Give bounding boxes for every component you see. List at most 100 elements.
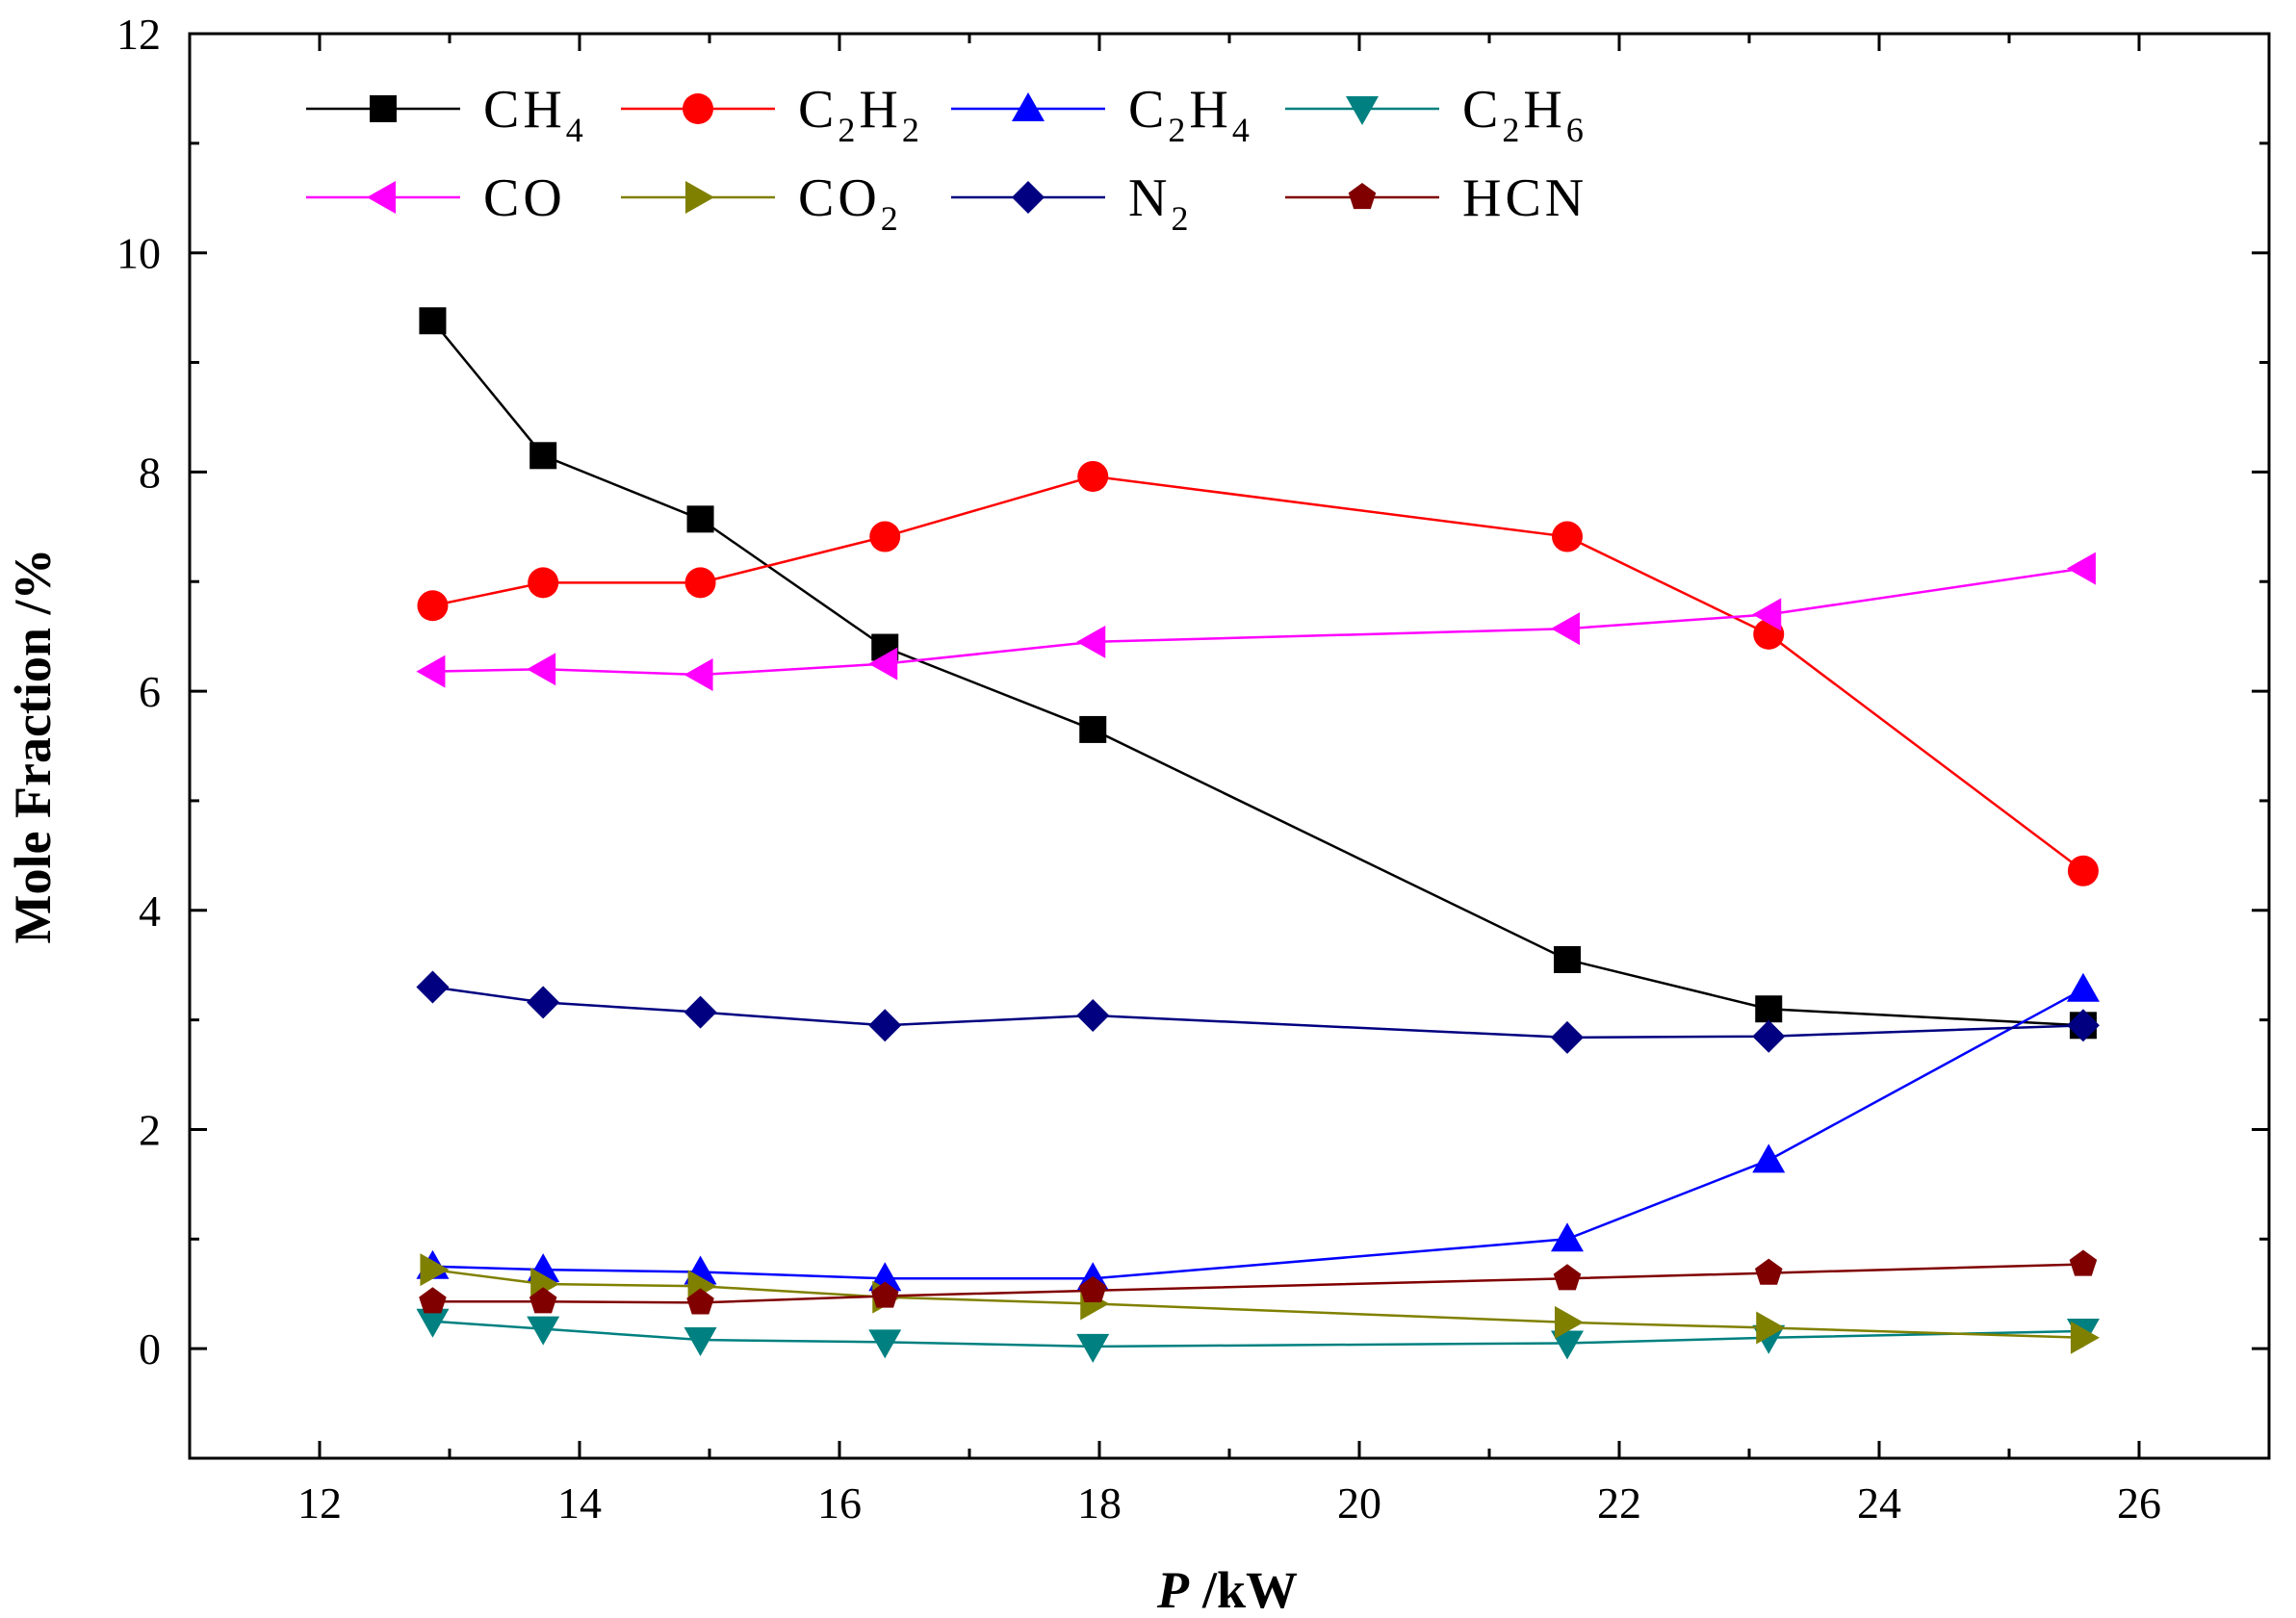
point-n2 bbox=[527, 986, 560, 1019]
x-tick-label: 14 bbox=[557, 1478, 602, 1528]
series-c2h6 bbox=[416, 1308, 2100, 1363]
legend-marker-c2h2 bbox=[683, 93, 713, 124]
y-axis-title: Mole Fraction /% bbox=[4, 549, 62, 944]
x-axis-title: P/kW bbox=[1156, 1561, 1298, 1618]
legend-marker-c2h4 bbox=[1012, 92, 1045, 121]
point-co bbox=[684, 658, 713, 691]
point-n2 bbox=[684, 995, 717, 1029]
y-tick-label: 0 bbox=[139, 1324, 161, 1374]
point-c2h2 bbox=[1077, 460, 1109, 492]
legend-item-c2h6: C2H6 bbox=[1285, 80, 1587, 149]
point-c2h4 bbox=[1551, 1222, 1584, 1252]
series-c2h2 bbox=[417, 460, 2099, 886]
legend-label-n2: N2 bbox=[1128, 168, 1192, 238]
point-c2h6 bbox=[527, 1316, 560, 1346]
point-co bbox=[527, 653, 556, 686]
series-line-c2h6 bbox=[432, 1320, 2083, 1348]
y-tick-label: 10 bbox=[116, 229, 161, 278]
series-line-c2h4 bbox=[432, 988, 2084, 1280]
legend-label-co2: CO2 bbox=[798, 168, 902, 238]
point-c2h6 bbox=[416, 1308, 450, 1338]
point-hcn bbox=[1553, 1264, 1582, 1291]
legend-marker-c2h6 bbox=[1346, 96, 1379, 125]
point-ch4 bbox=[1554, 946, 1581, 973]
point-c2h6 bbox=[1551, 1330, 1584, 1360]
series-line-ch4 bbox=[431, 320, 2084, 1027]
series-hcn bbox=[419, 1249, 2098, 1315]
point-c2h4 bbox=[2066, 972, 2100, 1002]
x-axis-symbol: P bbox=[1156, 1561, 1190, 1618]
series-line-co bbox=[432, 567, 2084, 677]
y-tick-label: 8 bbox=[139, 448, 161, 497]
point-ch4 bbox=[686, 505, 714, 533]
point-c2h2 bbox=[1552, 521, 1583, 552]
point-n2 bbox=[1752, 1019, 1786, 1053]
point-c2h2 bbox=[2067, 855, 2099, 886]
point-co bbox=[1551, 612, 1580, 646]
y-tick-label: 12 bbox=[116, 10, 161, 59]
series-c2h4 bbox=[416, 972, 2100, 1292]
point-c2h6 bbox=[868, 1329, 902, 1359]
legend-item-ch4: CH4 bbox=[306, 80, 587, 149]
legend-label-c2h4: C2H4 bbox=[1128, 80, 1253, 149]
legend-label-co: CO bbox=[483, 168, 566, 228]
point-co2 bbox=[1555, 1305, 1584, 1339]
legend: CH4 C2H2 C2H4 C2H6 CO CO2 N2 HCN bbox=[306, 80, 1587, 238]
series-line-hcn bbox=[432, 1263, 2083, 1304]
point-co bbox=[868, 647, 898, 681]
point-c2h4 bbox=[1752, 1143, 1786, 1173]
x-tick-label: 18 bbox=[1077, 1478, 1122, 1528]
point-hcn bbox=[2069, 1249, 2098, 1276]
x-tick-label: 22 bbox=[1597, 1478, 1641, 1528]
point-hcn bbox=[686, 1288, 714, 1315]
legend-marker-hcn bbox=[1348, 183, 1377, 210]
point-ch4 bbox=[419, 307, 447, 335]
point-c2h6 bbox=[684, 1327, 717, 1357]
legend-marker-ch4 bbox=[370, 95, 397, 122]
x-tick-label: 24 bbox=[1857, 1478, 1901, 1528]
point-co2 bbox=[2070, 1321, 2100, 1354]
legend-label-ch4: CH4 bbox=[483, 80, 587, 149]
point-n2 bbox=[2066, 1009, 2100, 1042]
y-tick-label: 4 bbox=[139, 886, 161, 936]
point-n2 bbox=[416, 970, 450, 1004]
legend-label-c2h2: C2H2 bbox=[798, 80, 923, 149]
x-tick-label: 20 bbox=[1337, 1478, 1381, 1528]
point-co bbox=[1076, 625, 1106, 658]
series-n2 bbox=[416, 970, 2100, 1054]
x-tick-label: 26 bbox=[2117, 1478, 2161, 1528]
point-c2h2 bbox=[684, 567, 716, 599]
point-hcn bbox=[529, 1287, 557, 1314]
point-co bbox=[416, 655, 446, 688]
legend-item-hcn: HCN bbox=[1285, 168, 1587, 228]
point-c2h6 bbox=[1076, 1333, 1110, 1363]
legend-marker-co2 bbox=[685, 181, 714, 214]
point-co bbox=[2066, 552, 2096, 585]
point-c2h2 bbox=[528, 567, 559, 599]
point-n2 bbox=[1076, 999, 1110, 1033]
plot-frame bbox=[188, 32, 2271, 1460]
legend-item-co: CO bbox=[306, 168, 566, 228]
series-co bbox=[416, 552, 2096, 691]
legend-item-co2: CO2 bbox=[621, 168, 902, 238]
legend-label-hcn: HCN bbox=[1462, 168, 1587, 228]
point-ch4 bbox=[529, 442, 557, 470]
point-c2h2 bbox=[869, 521, 901, 552]
point-n2 bbox=[1551, 1020, 1584, 1054]
y-tick-label: 2 bbox=[139, 1105, 161, 1154]
series-line-co2 bbox=[432, 1268, 2083, 1340]
legend-label-c2h6: C2H6 bbox=[1462, 80, 1587, 149]
point-co2 bbox=[1756, 1311, 1786, 1345]
legend-item-c2h4: C2H4 bbox=[951, 80, 1253, 149]
legend-item-c2h2: C2H2 bbox=[621, 80, 923, 149]
point-hcn bbox=[419, 1287, 447, 1314]
point-ch4 bbox=[1079, 715, 1107, 743]
series-line-n2 bbox=[432, 986, 2083, 1040]
point-c2h2 bbox=[417, 590, 449, 622]
point-n2 bbox=[868, 1009, 902, 1042]
x-tick-label: 16 bbox=[817, 1478, 862, 1528]
legend-item-n2: N2 bbox=[951, 168, 1192, 238]
point-hcn bbox=[1754, 1258, 1783, 1285]
